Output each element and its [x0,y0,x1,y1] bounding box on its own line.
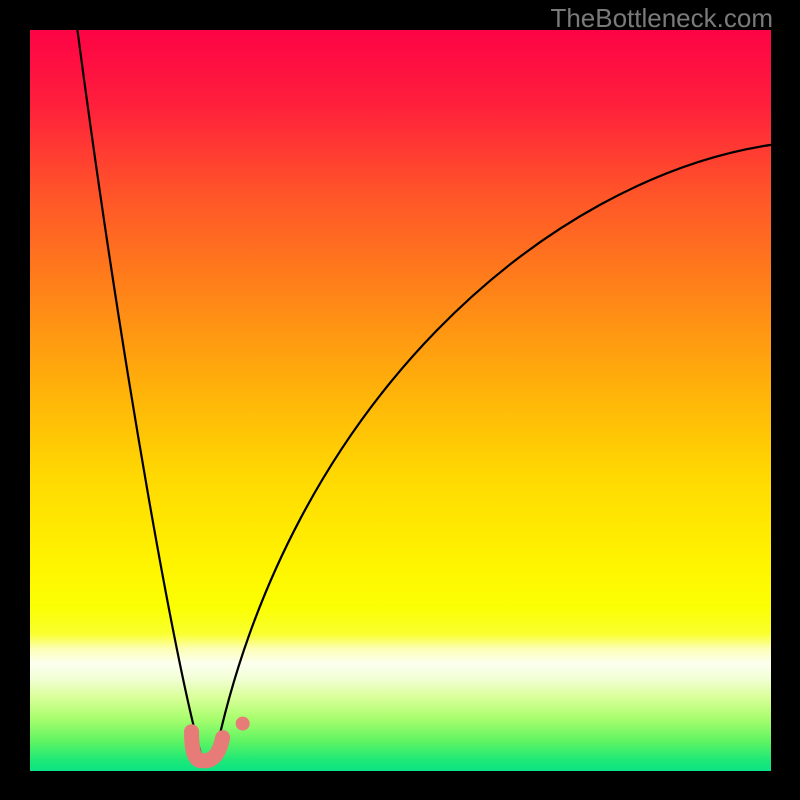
gradient-background [30,30,771,771]
watermark-text: TheBottleneck.com [550,3,773,34]
min-marker-dot [236,717,250,731]
chart-svg [30,30,771,771]
plot-area [30,30,771,771]
